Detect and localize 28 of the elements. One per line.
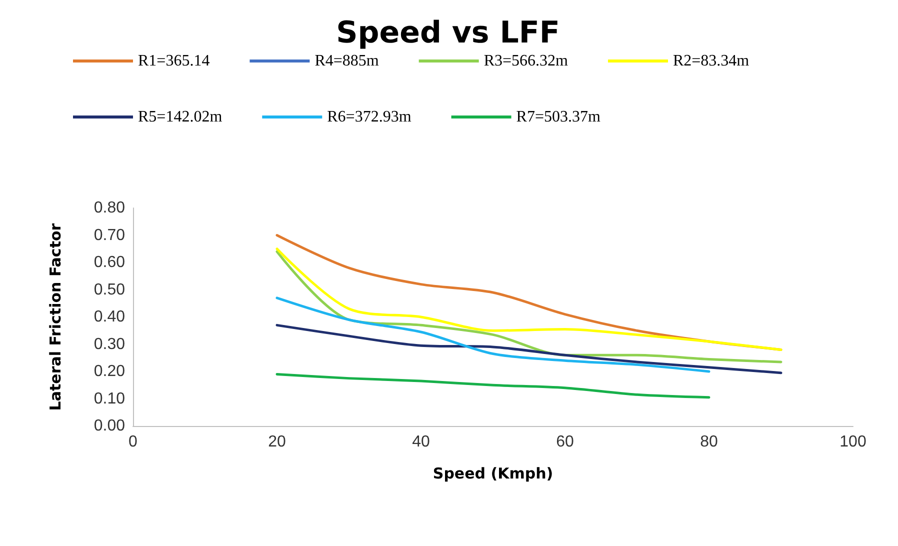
line-series xyxy=(276,296,710,373)
y-tick-label: 0.70 xyxy=(94,226,126,244)
legend-label: R5=142.02m xyxy=(138,108,223,126)
x-tick-label: 60 xyxy=(556,434,574,450)
legend-label: R4=885m xyxy=(314,52,380,70)
x-tick-label: 40 xyxy=(412,434,430,450)
legend-label: R1=365.14 xyxy=(138,52,210,70)
y-tick-label: 0.10 xyxy=(94,390,126,408)
chart-title: Speed vs LFF xyxy=(336,16,560,50)
line-series xyxy=(276,324,782,374)
x-tick-label: 80 xyxy=(700,434,718,450)
y-axis-title: Lateral Friction Factor xyxy=(46,222,64,411)
y-tick-label: 0.20 xyxy=(94,363,126,380)
x-tick-label: 0 xyxy=(128,434,138,450)
y-tick-label: 0.50 xyxy=(94,281,126,298)
x-tick-label: 100 xyxy=(840,434,866,450)
legend-label: R6=372.93m xyxy=(327,108,412,126)
line-series xyxy=(276,372,710,399)
legend-label: R7=503.37m xyxy=(516,108,601,126)
y-tick-label: 0.80 xyxy=(94,200,126,216)
y-tick-label: 0.30 xyxy=(94,336,126,353)
legend-label: R2=83.34m xyxy=(672,52,750,70)
y-tick-label: 0.40 xyxy=(94,308,126,326)
x-axis-title: Speed (Kmph) xyxy=(432,464,554,482)
x-tick-label: 20 xyxy=(268,434,286,450)
y-tick-label: 0.60 xyxy=(94,254,126,271)
y-tick-label: 0.00 xyxy=(94,418,126,434)
legend-label: R3=566.32m xyxy=(484,52,569,70)
